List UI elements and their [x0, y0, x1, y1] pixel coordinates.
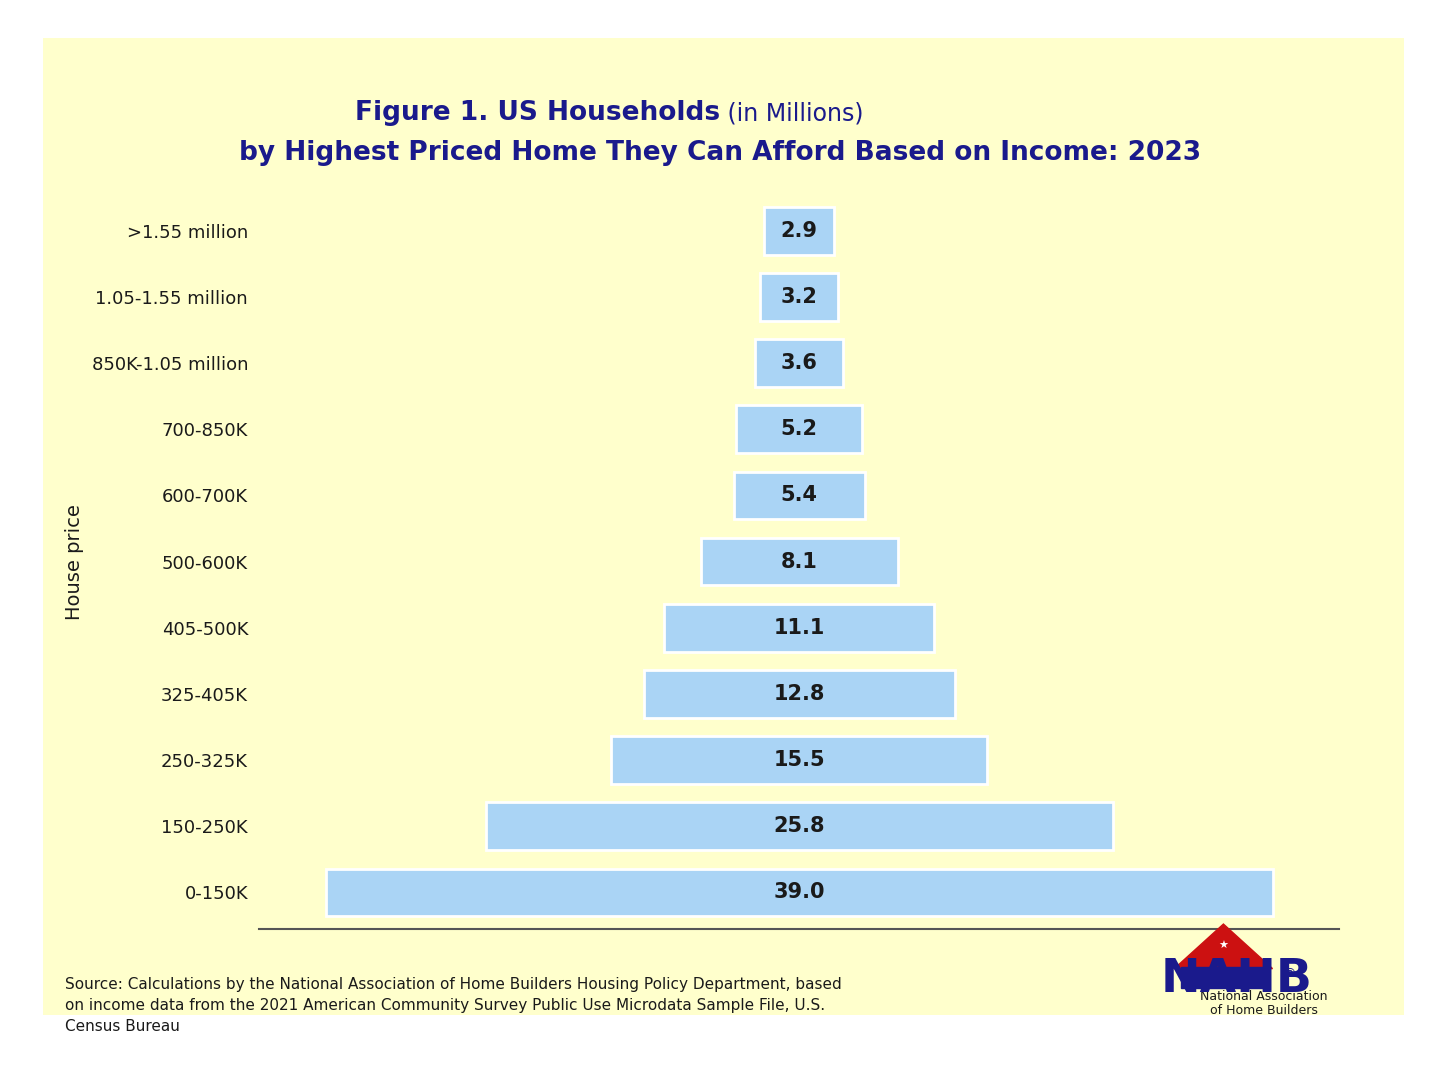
- Text: ®: ®: [1283, 967, 1296, 980]
- Polygon shape: [1175, 924, 1273, 969]
- Text: of Home Builders: of Home Builders: [1210, 1003, 1318, 1016]
- Text: Source: Calculations by the National Association of Home Builders Housing Policy: Source: Calculations by the National Ass…: [65, 977, 841, 1035]
- Text: NAHB: NAHB: [1161, 957, 1313, 1001]
- Text: 3.6: 3.6: [780, 353, 818, 373]
- Bar: [701, 538, 897, 585]
- Bar: [765, 207, 834, 255]
- Bar: [733, 472, 865, 519]
- Bar: [485, 802, 1113, 850]
- Bar: [1181, 968, 1266, 988]
- Text: 5.4: 5.4: [780, 485, 818, 505]
- Text: (in Millions): (in Millions): [720, 102, 864, 125]
- Text: 11.1: 11.1: [773, 618, 825, 638]
- Y-axis label: House price: House price: [65, 503, 85, 620]
- Bar: [611, 737, 988, 784]
- Bar: [756, 339, 842, 387]
- Text: by Highest Priced Home They Can Afford Based on Income: 2023: by Highest Priced Home They Can Afford B…: [239, 140, 1201, 166]
- Text: 3.2: 3.2: [780, 287, 818, 307]
- Text: 12.8: 12.8: [773, 684, 825, 704]
- Text: 39.0: 39.0: [773, 882, 825, 903]
- Bar: [644, 670, 955, 718]
- Text: 15.5: 15.5: [773, 751, 825, 770]
- Bar: [325, 868, 1273, 916]
- Bar: [736, 405, 863, 454]
- Text: Figure 1. US Households: Figure 1. US Households: [354, 100, 720, 126]
- Bar: [760, 273, 838, 321]
- Text: 25.8: 25.8: [773, 816, 825, 836]
- Text: National Association: National Association: [1200, 990, 1328, 1003]
- Text: 5.2: 5.2: [780, 419, 818, 440]
- Bar: [664, 604, 935, 651]
- Text: 8.1: 8.1: [780, 552, 818, 571]
- Text: 2.9: 2.9: [780, 220, 818, 241]
- Text: ★: ★: [1218, 942, 1228, 951]
